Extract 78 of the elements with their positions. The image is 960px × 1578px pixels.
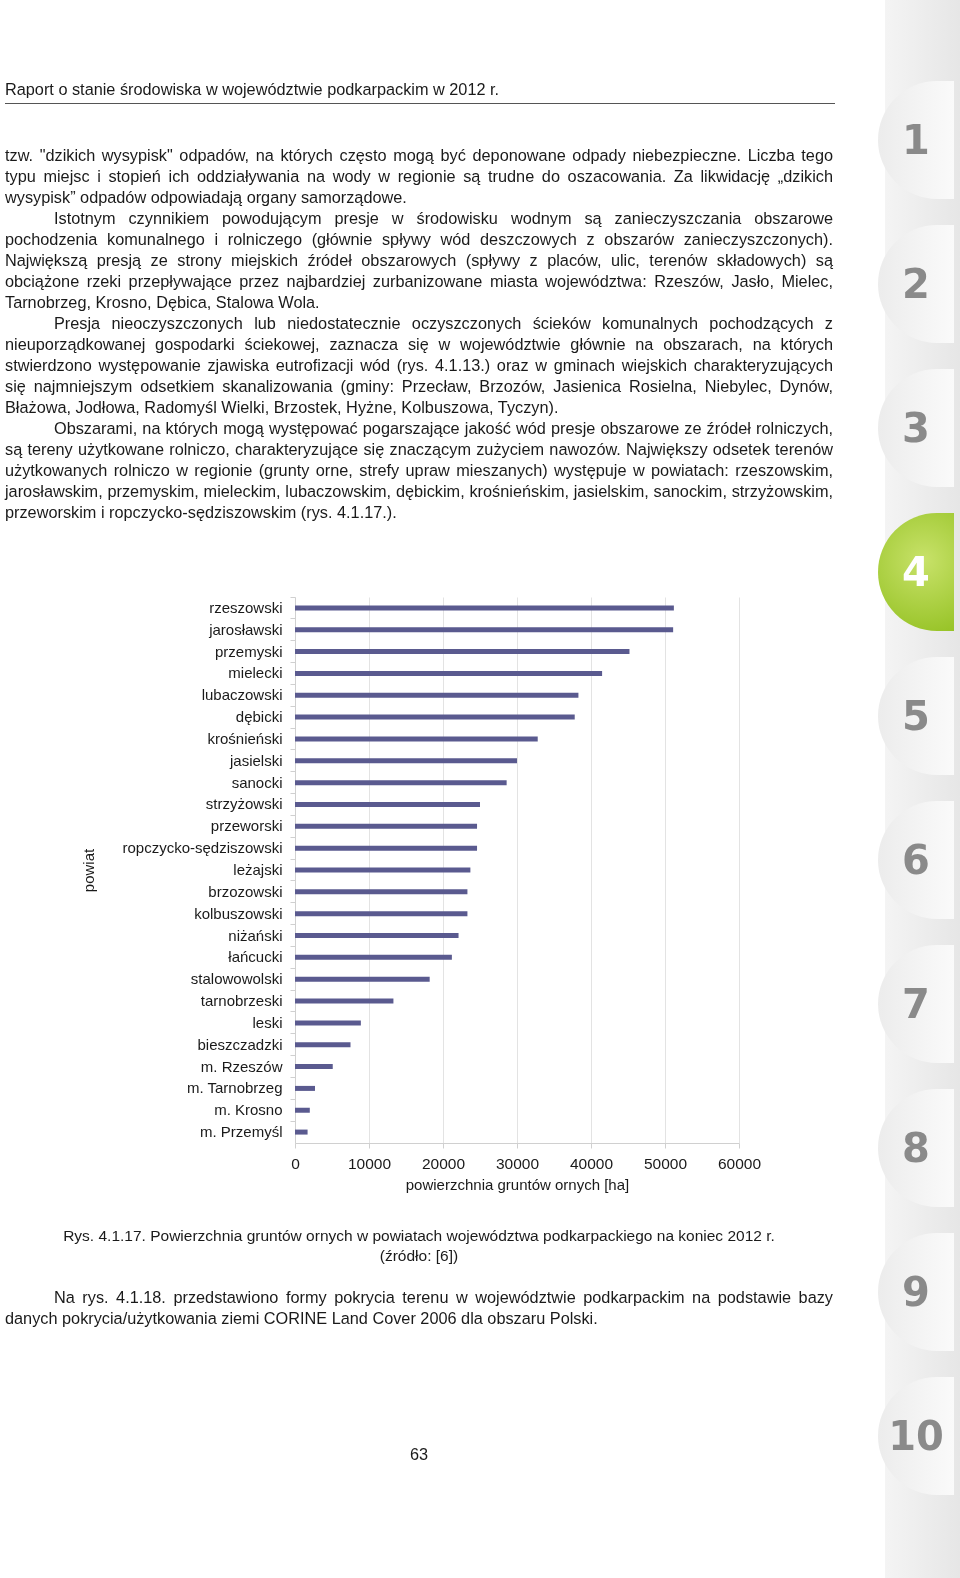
y-tick-label: przeworski xyxy=(210,817,283,835)
text: 63 xyxy=(408,1445,430,1464)
bar xyxy=(295,1042,351,1048)
y-tick-label: stalowowolski xyxy=(190,970,283,988)
text: 9 xyxy=(878,1233,954,1351)
y-tick-label: rzeszowski xyxy=(209,598,283,616)
bar xyxy=(295,911,468,917)
bar xyxy=(295,736,538,742)
y-tick-label: kolbuszowski xyxy=(194,904,283,922)
bar xyxy=(295,801,480,807)
text: Presja nieoczyszczonych lub niedostatecznie oczyszczonych ścieków komunalnych pochodzących z nieuporządkowanej gospodarki ściekowej, zaznacza się w województwie głównie na obszarach, na których stwierdzono występowanie zjawiska eutrofizacji wód (rys. 4.1.13.) oraz w gminach wiejskich charakteryzujących się najmniejszym odsetkiem skanalizowania (gminy: Przecław, Brzozów, Jasienica Rosielna, Niebylec, Dynów, Błażowa, Jodłowa, Radomyśl Wielki, Brzostek, Hyżne, Kolbuszowa, Tyczyn). xyxy=(5,313,833,418)
y-tick-label: łańcucki xyxy=(228,948,283,966)
bar xyxy=(295,780,507,786)
bar xyxy=(295,670,603,676)
y-axis-title: powiat xyxy=(79,847,97,893)
y-tick-label: ropczycko-sędziszowski xyxy=(122,839,283,857)
text: 6 xyxy=(878,801,954,919)
text: 2 xyxy=(878,225,954,343)
bar xyxy=(295,1085,315,1091)
bar xyxy=(295,692,579,698)
text: Rys. 4.1.17. Powierzchnia gruntów ornych w powiatach województwa podkarpackiego na koniec 2012 r. xyxy=(62,1227,776,1245)
bar xyxy=(295,1129,308,1135)
y-tick-label: tarnobrzeski xyxy=(200,992,283,1010)
y-tick-label: brzozowski xyxy=(208,882,283,900)
text: Na rys. 4.1.18. przedstawiono formy pokrycia terenu w województwie podkarpackim na podstawie bazy danych pokrycia/użytkowania ziemi CORINE Land Cover 2006 dla obszaru Polski. xyxy=(5,1287,833,1329)
bar xyxy=(295,976,430,982)
text: 3 xyxy=(878,369,954,487)
bar xyxy=(295,823,478,829)
bar xyxy=(295,627,674,633)
text: 5 xyxy=(878,657,954,775)
text: 7 xyxy=(878,945,954,1063)
text: Obszarami, na których mogą występować pogarszające jakość wód presje obszarowe ze źródeł rolniczych, są tereny użytkowane rolniczo, charakteryzujące się znaczącym zużyciem nawozów. Największy odsetek terenów użytkowanych rolniczo w regionie (grunty orne, strefy upraw mieszanych) występuje w powiatach: rzeszowskim, jarosławskim, przemyskim, mieleckim, lubaczowskim, dębickim, krośnieńskim, jasielskim, sanockim, strzyżowskim, przeworskim i ropczycko-sędziszowskim (rys. 4.1.17.). xyxy=(5,418,833,523)
y-tick-label: leski xyxy=(252,1013,283,1031)
text: tzw. "dzikich wysypisk" odpadów, na których często mogą być deponowane odpady niebezpieczne. Liczba tego typu miejsc i stopień ich oddziaływania na wody w regionie są trudne do oszacowania. Za likwidację „dzikich wysypisk” odpadów odpowiadają organy samorządowe. xyxy=(5,145,833,208)
text: 4 xyxy=(878,513,954,631)
text: Istotnym czynnikiem powodującym presje w środowisku wodnym są zanieczyszczania obszarowe pochodzenia komunalnego i rolniczego (głównie spływy wód deszczowych z obszarów zanieczyszczonych). Największą presją ze strony miejskich źródeł obszarowych (spływy z placów, ulic, terenów składowych) są obciążone rzeki przepływające przez najbardziej zurbanizowane miasta województwa: Rzeszów, Jasło, Mielec, Tarnobrzeg, Krosno, Dębica, Stalowa Wola. xyxy=(5,208,833,313)
bar xyxy=(295,889,468,895)
y-tick-label: bieszczadzki xyxy=(197,1035,283,1053)
text: 8 xyxy=(878,1089,954,1207)
text: Raport o stanie środowiska w województwie podkarpackim w 2012 r. xyxy=(5,80,835,104)
y-tick-label: dębicki xyxy=(235,708,283,726)
y-tick-label: mielecki xyxy=(228,664,283,682)
bar xyxy=(295,1064,333,1070)
bar xyxy=(295,605,674,611)
bar xyxy=(295,845,478,851)
bar xyxy=(295,649,630,655)
bar xyxy=(295,758,517,764)
x-tick-label: 60000 xyxy=(717,1154,762,1172)
x-tick-label: 0 xyxy=(291,1154,301,1172)
y-tick-label: sanocki xyxy=(231,773,283,791)
bar xyxy=(295,1107,310,1113)
x-tick-label: 30000 xyxy=(495,1154,540,1172)
bar xyxy=(295,933,459,939)
y-tick-label: strzyżowski xyxy=(205,795,283,813)
y-tick-label: m. Krosno xyxy=(214,1101,283,1119)
x-tick-label: 20000 xyxy=(421,1154,466,1172)
y-tick-label: jasielski xyxy=(228,751,283,769)
bar xyxy=(295,998,394,1004)
x-tick-label: 40000 xyxy=(569,1154,614,1172)
x-tick-label: 50000 xyxy=(643,1154,688,1172)
text: (źródło: [6]) xyxy=(378,1247,460,1265)
y-tick-label: m. Tarnobrzeg xyxy=(186,1079,283,1097)
y-tick-label: jarosławski xyxy=(208,620,283,638)
bar xyxy=(295,954,452,960)
text: 1 xyxy=(878,81,954,199)
bar xyxy=(295,714,575,720)
bar xyxy=(295,1020,361,1026)
x-tick-label: 10000 xyxy=(347,1154,392,1172)
y-tick-label: niżański xyxy=(228,926,283,944)
text: 10 xyxy=(878,1377,954,1495)
y-tick-label: leżajski xyxy=(233,861,283,878)
y-tick-label: m. Przemyśl xyxy=(200,1123,283,1141)
y-tick-label: przemyski xyxy=(214,642,283,660)
y-tick-label: m. Rzeszów xyxy=(200,1057,283,1075)
bar xyxy=(295,867,471,873)
y-tick-label: lubaczowski xyxy=(201,686,283,704)
y-tick-label: krośnieński xyxy=(207,729,283,747)
x-axis-title: powierzchnia gruntów ornych [ha] xyxy=(405,1176,630,1193)
